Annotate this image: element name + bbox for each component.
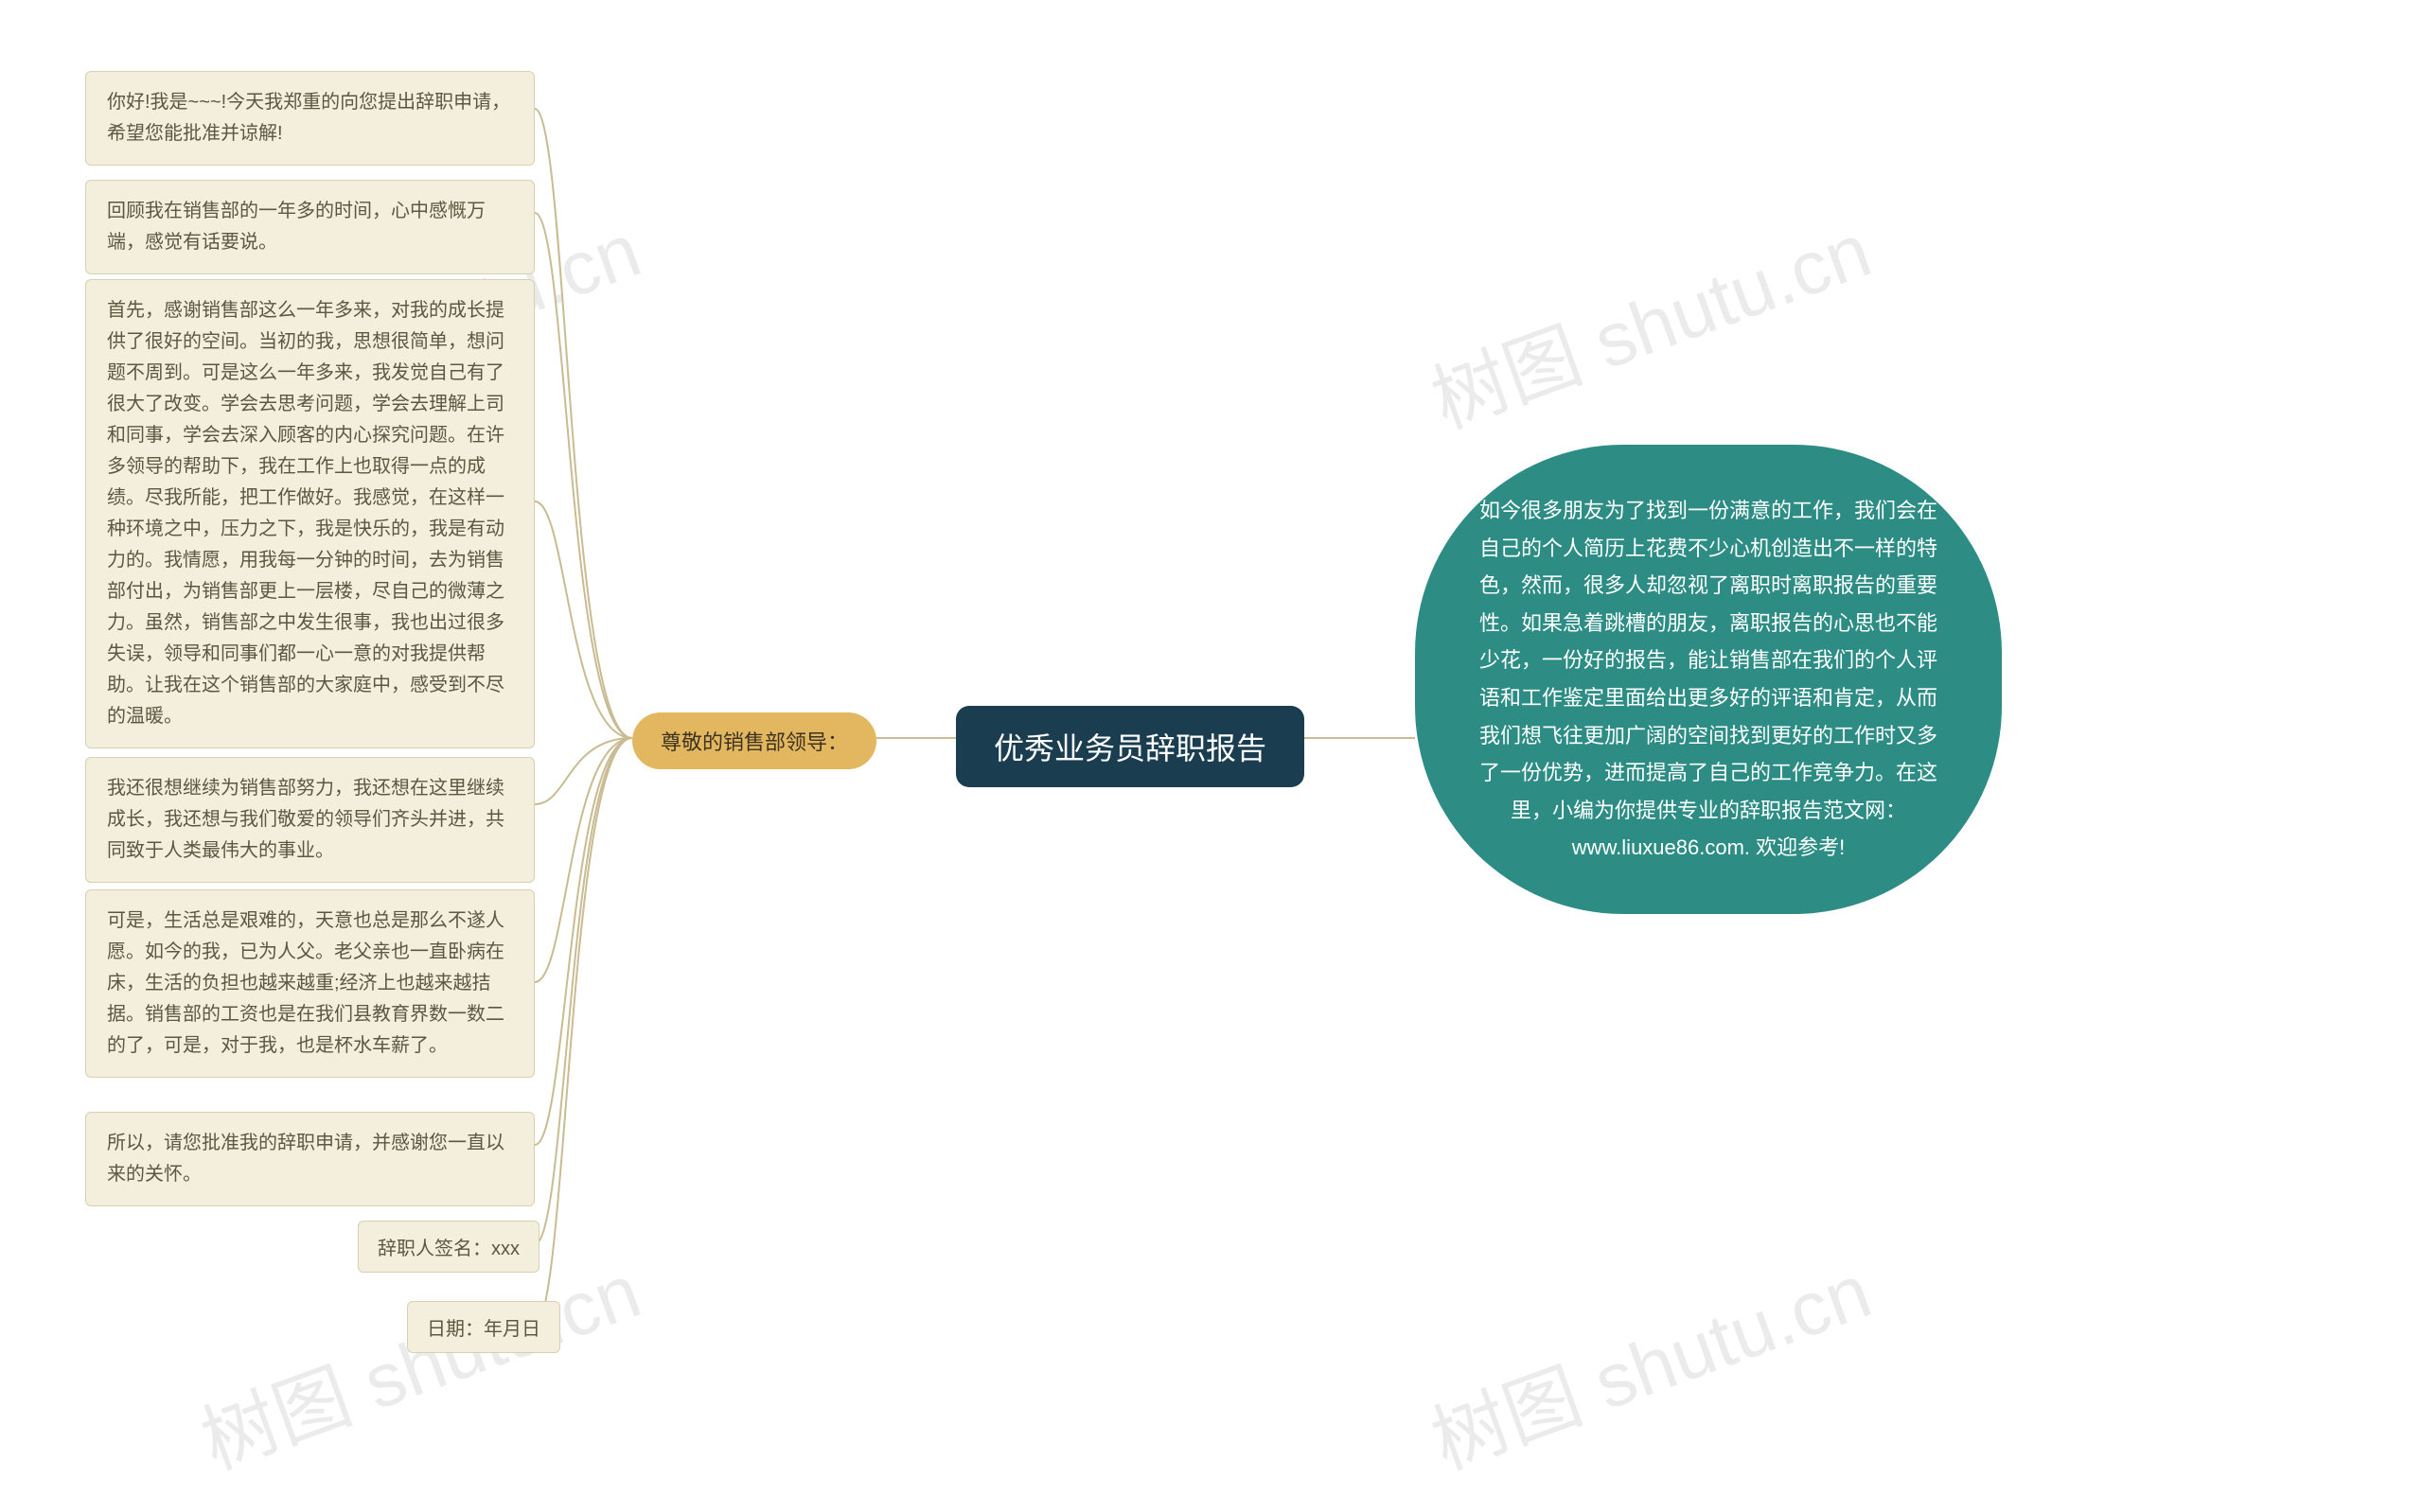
leaf-node-6[interactable]: 辞职人签名：xxx <box>358 1221 539 1273</box>
right-intro-node[interactable]: 如今很多朋友为了找到一份满意的工作，我们会在自己的个人简历上花费不少心机创造出不… <box>1415 445 2002 914</box>
leaf-text: 你好!我是~~~!今天我郑重的向您提出辞职申请，希望您能批准并谅解! <box>107 92 510 144</box>
leaf-node-4[interactable]: 可是，生活总是艰难的，天意也总是那么不遂人愿。如今的我，已为人父。老父亲也一直卧… <box>85 889 535 1078</box>
left-branch-node[interactable]: 尊敬的销售部领导： <box>632 712 876 769</box>
leaf-node-1[interactable]: 回顾我在销售部的一年多的时间，心中感慨万端，感觉有话要说。 <box>85 180 535 274</box>
right-intro-text: 如今很多朋友为了找到一份满意的工作，我们会在自己的个人简历上花费不少心机创造出不… <box>1479 499 1937 859</box>
leaf-text: 首先，感谢销售部这么一年多来，对我的成长提供了很好的空间。当初的我，思想很简单，… <box>107 300 504 727</box>
leaf-text: 所以，请您批准我的辞职申请，并感谢您一直以来的关怀。 <box>107 1133 504 1185</box>
center-node-text: 优秀业务员辞职报告 <box>994 731 1266 765</box>
leaf-node-2[interactable]: 首先，感谢销售部这么一年多来，对我的成长提供了很好的空间。当初的我，思想很简单，… <box>85 279 535 748</box>
leaf-text: 回顾我在销售部的一年多的时间，心中感慨万端，感觉有话要说。 <box>107 201 486 253</box>
left-branch-text: 尊敬的销售部领导： <box>661 730 848 754</box>
leaf-node-3[interactable]: 我还很想继续为销售部努力，我还想在这里继续成长，我还想与我们敬爱的领导们齐头并进… <box>85 757 535 883</box>
leaf-text: 可是，生活总是艰难的，天意也总是那么不遂人愿。如今的我，已为人父。老父亲也一直卧… <box>107 910 504 1056</box>
watermark: 树图 shutu.cn <box>1415 190 1884 450</box>
leaf-text: 辞职人签名：xxx <box>378 1239 520 1259</box>
leaf-text: 日期：年月日 <box>427 1319 540 1340</box>
watermark: 树图 shutu.cn <box>1415 1231 1884 1491</box>
center-node[interactable]: 优秀业务员辞职报告 <box>956 706 1304 787</box>
leaf-text: 我还很想继续为销售部努力，我还想在这里继续成长，我还想与我们敬爱的领导们齐头并进… <box>107 778 504 861</box>
leaf-node-5[interactable]: 所以，请您批准我的辞职申请，并感谢您一直以来的关怀。 <box>85 1112 535 1206</box>
leaf-node-0[interactable]: 你好!我是~~~!今天我郑重的向您提出辞职申请，希望您能批准并谅解! <box>85 71 535 166</box>
leaf-node-7[interactable]: 日期：年月日 <box>407 1301 560 1353</box>
